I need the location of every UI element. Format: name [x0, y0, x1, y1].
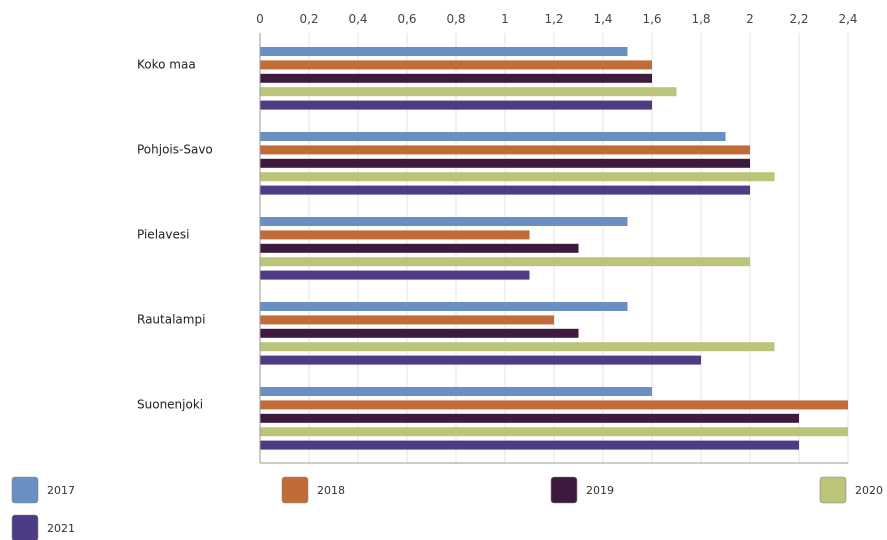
bar	[260, 47, 628, 56]
bar	[260, 257, 750, 267]
x-tick-label: 1	[501, 12, 509, 26]
x-tick-label: 2,4	[838, 12, 857, 26]
x-tick-label: 1,4	[593, 12, 612, 26]
bar	[260, 217, 628, 226]
x-tick-label: 0,8	[446, 12, 465, 26]
category-label: Koko maa	[137, 57, 196, 71]
legend: 2017 2018 2019 2020 2021	[11, 476, 883, 540]
bar	[260, 145, 750, 155]
bar	[260, 328, 579, 338]
bar	[260, 243, 579, 253]
legend-label: 2017	[47, 484, 75, 497]
bar	[260, 172, 775, 182]
x-tick-label: 1,8	[691, 12, 710, 26]
bar	[260, 440, 799, 450]
bar	[260, 132, 726, 141]
category-label: Suonenjoki	[137, 397, 203, 411]
x-tick-label: 1,2	[544, 12, 563, 26]
bar	[260, 400, 848, 410]
legend-label: 2021	[47, 522, 75, 535]
legend-label: 2020	[855, 484, 883, 497]
category-label: Pohjois-Savo	[137, 142, 213, 156]
bar	[260, 73, 652, 83]
legend-swatch	[11, 514, 39, 540]
x-tick-label: 0	[256, 12, 264, 26]
x-tick-label: 0,4	[348, 12, 367, 26]
legend-swatch	[281, 476, 309, 504]
bar	[260, 60, 652, 70]
bar	[260, 302, 628, 311]
bars	[260, 47, 848, 450]
bar	[260, 158, 750, 168]
x-tick-label: 0,6	[397, 12, 416, 26]
bar	[260, 413, 799, 423]
bar	[260, 427, 848, 437]
bar	[260, 100, 652, 110]
legend-label: 2018	[317, 484, 345, 497]
bar	[260, 355, 701, 365]
bar	[260, 270, 530, 280]
legend-swatch	[819, 476, 847, 504]
category-label: Rautalampi	[137, 312, 205, 326]
legend-label: 2019	[586, 484, 614, 497]
x-tick-label: 2,2	[789, 12, 808, 26]
bar	[260, 315, 554, 325]
x-tick-label: 2	[746, 12, 754, 26]
legend-swatch	[550, 476, 578, 504]
legend-swatch	[11, 476, 39, 504]
x-tick-label: 1,6	[642, 12, 661, 26]
bar	[260, 87, 677, 97]
bar	[260, 342, 775, 352]
bar	[260, 387, 652, 396]
bar	[260, 185, 750, 195]
category-labels: Koko maa Pohjois-Savo Pielavesi Rautalampi S…	[137, 57, 213, 411]
x-tick-labels: 0 0,2 0,4 0,6 0,8 1 1,2 1,4 1,6 1,8 2 2,2 2,4	[256, 12, 857, 26]
x-tick-label: 0,2	[299, 12, 318, 26]
bar	[260, 230, 530, 240]
category-label: Pielavesi	[137, 227, 189, 241]
